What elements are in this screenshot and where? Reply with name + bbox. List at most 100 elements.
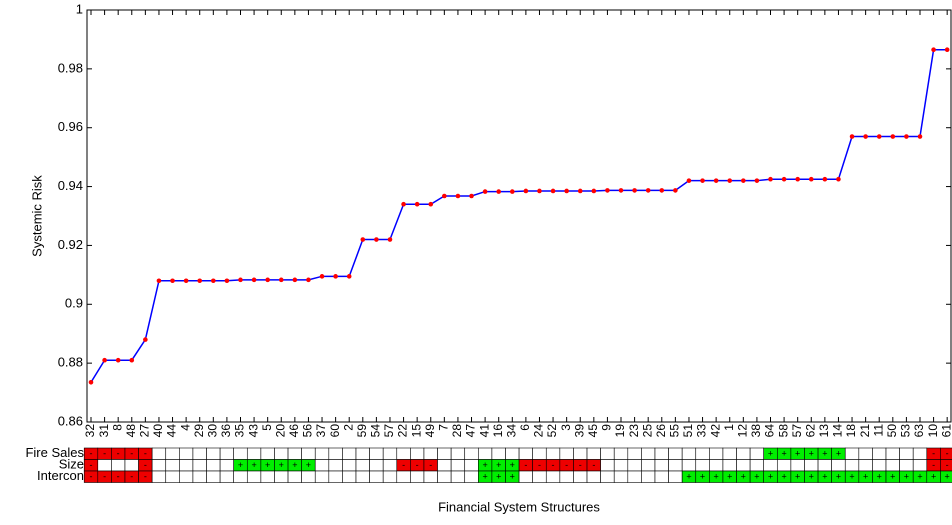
- sign-text: +: [754, 472, 759, 482]
- data-point: [509, 189, 515, 194]
- data-point: [931, 47, 936, 53]
- x-tick-label: 48: [124, 424, 138, 438]
- sign-cell: [545, 447, 561, 460]
- y-tick-label: 0.98: [58, 60, 83, 75]
- x-tick-label: 39: [572, 424, 586, 438]
- data-point: [156, 278, 162, 284]
- x-tick-label: 40: [151, 424, 165, 438]
- x-tick-label: 7: [437, 424, 451, 431]
- data-point: [265, 277, 270, 283]
- data-point: [605, 188, 610, 193]
- sign-cell: [559, 470, 574, 483]
- sign-cell: [600, 447, 615, 460]
- x-tick-label: 56: [301, 424, 315, 438]
- sign-text: +: [781, 449, 786, 459]
- sign-cell: [899, 447, 914, 460]
- sign-cell: [478, 447, 493, 460]
- data-point: [401, 201, 406, 207]
- data-point: [374, 237, 379, 242]
- data-point: [591, 188, 597, 194]
- data-point: [577, 188, 583, 194]
- y-tick-label: 0.94: [58, 178, 83, 193]
- sign-text: +: [931, 472, 936, 482]
- row-label: Intercon: [37, 468, 84, 483]
- x-tick-label: 20: [273, 424, 287, 438]
- sign-text: +: [795, 449, 800, 459]
- data-point: [387, 237, 393, 242]
- sign-cell: [518, 470, 533, 483]
- data-point: [414, 201, 420, 207]
- sign-cell: [668, 447, 683, 460]
- sign-cell: [885, 447, 900, 460]
- y-tick-label: 0.92: [58, 237, 83, 252]
- x-tick-label: 15: [409, 424, 423, 438]
- sign-cell: [423, 470, 438, 483]
- sign-cell: [219, 470, 234, 483]
- sign-text: +: [809, 472, 814, 482]
- sign-cell: [396, 470, 411, 483]
- x-tick-label: 5: [260, 424, 274, 431]
- x-tick-label: 55: [668, 424, 682, 438]
- data-point: [455, 193, 461, 199]
- sign-text: +: [768, 472, 773, 482]
- sign-cell: [287, 470, 302, 483]
- sign-text: +: [482, 460, 487, 470]
- data-point: [360, 237, 366, 242]
- sign-cell: [627, 470, 642, 483]
- sign-text: -: [592, 460, 595, 470]
- sign-text: -: [552, 460, 555, 470]
- sign-text: +: [510, 472, 515, 482]
- sign-text: +: [945, 472, 950, 482]
- data-point: [482, 189, 488, 194]
- sign-cell: [776, 459, 792, 472]
- x-tick-label: 23: [627, 424, 641, 438]
- data-point: [618, 188, 624, 193]
- sign-cell: [314, 470, 330, 483]
- sign-text: +: [822, 449, 827, 459]
- sign-cell: [736, 447, 751, 460]
- sign-cell: [872, 447, 887, 460]
- sign-cell: [641, 447, 656, 460]
- data-point: [537, 188, 542, 194]
- sign-cell: [342, 470, 357, 483]
- sign-text: -: [90, 449, 93, 459]
- sign-cell: [179, 459, 194, 472]
- x-tick-label: 57: [382, 424, 396, 438]
- data-point: [170, 278, 175, 284]
- sign-cell: [695, 447, 710, 460]
- sign-cell: [545, 470, 561, 483]
- sign-cell: [600, 470, 615, 483]
- data-point: [863, 134, 868, 139]
- sign-text: -: [144, 449, 147, 459]
- sign-text: -: [932, 460, 935, 470]
- sign-text: +: [510, 460, 515, 470]
- sign-cell: [831, 459, 846, 472]
- x-tick-label: 25: [640, 424, 654, 438]
- sign-cell: [151, 459, 167, 472]
- x-tick-label: 36: [219, 424, 233, 438]
- sign-text: -: [579, 460, 582, 470]
- sign-cell: [382, 470, 398, 483]
- sign-cell: [410, 447, 425, 460]
- data-point: [890, 134, 896, 139]
- x-tick-label: 44: [165, 424, 179, 438]
- x-tick-label: 19: [613, 424, 627, 438]
- row-label: Fire Sales: [25, 445, 84, 460]
- sign-cell: [940, 470, 952, 483]
- x-tick-label: 58: [776, 424, 790, 438]
- sign-cell: [695, 459, 710, 472]
- sign-cell: [274, 447, 289, 460]
- data-point: [754, 178, 760, 183]
- sign-cell: [532, 447, 547, 460]
- data-point: [713, 178, 719, 183]
- data-point: [183, 278, 189, 284]
- sign-text: +: [904, 472, 909, 482]
- row-label: Size: [59, 457, 84, 472]
- data-point: [211, 278, 216, 284]
- sign-cell: [668, 470, 683, 483]
- sign-text: +: [781, 472, 786, 482]
- data-point: [88, 379, 94, 385]
- sign-cell: [342, 459, 357, 472]
- x-tick-label: 3: [559, 424, 573, 431]
- sign-text: +: [863, 472, 868, 482]
